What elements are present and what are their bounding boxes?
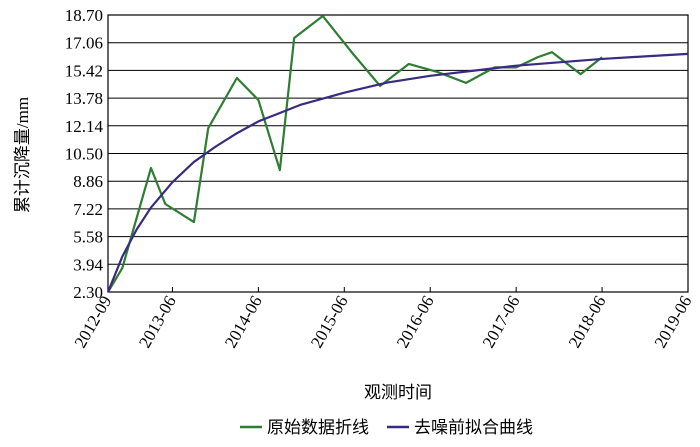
x-tick-label: 2016-06: [393, 293, 438, 352]
y-tick-label: 12.14: [65, 117, 104, 136]
y-tick-label: 7.22: [73, 200, 103, 219]
x-tick-label: 2017-06: [479, 293, 524, 352]
y-tick-label: 5.58: [73, 228, 103, 247]
x-axis-label: 观测时间: [364, 383, 432, 402]
series-line: [106, 52, 689, 293]
plot-frame: [107, 14, 689, 293]
x-tick-label: 2013-06: [135, 293, 180, 352]
legend-label: 去噪前拟合曲线: [414, 418, 533, 437]
x-tick-label: 2018-06: [565, 293, 610, 352]
y-tick-label: 8.86: [73, 172, 103, 191]
y-axis-label: 累计沉降量/mm: [13, 97, 32, 213]
y-tick-label: 2.30: [73, 283, 103, 302]
x-tick-label: 2014-06: [221, 293, 266, 352]
y-tick-label: 13.78: [65, 89, 103, 108]
x-tick-label: 2015-06: [307, 293, 352, 352]
y-tick-label: 15.42: [65, 61, 103, 80]
y-tick-label: 10.50: [65, 145, 103, 164]
series-line: [107, 14, 603, 293]
x-tick-label: 2019-06: [651, 293, 696, 352]
y-tick-label: 17.06: [65, 34, 103, 53]
y-tick-label: 3.94: [73, 255, 103, 274]
legend-label: 原始数据折线: [267, 418, 369, 437]
y-tick-label: 18.70: [65, 6, 103, 25]
